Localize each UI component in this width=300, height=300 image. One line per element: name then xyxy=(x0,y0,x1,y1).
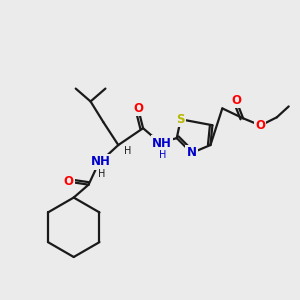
Text: NH: NH xyxy=(91,155,110,168)
Text: H: H xyxy=(98,169,105,179)
Text: O: O xyxy=(255,119,265,132)
Text: O: O xyxy=(64,175,74,188)
Text: H: H xyxy=(124,146,131,156)
Text: O: O xyxy=(133,102,143,115)
Text: NH: NH xyxy=(152,136,172,150)
Text: S: S xyxy=(176,113,185,126)
Text: H: H xyxy=(159,150,167,160)
Text: N: N xyxy=(187,146,196,160)
Text: O: O xyxy=(231,94,241,107)
